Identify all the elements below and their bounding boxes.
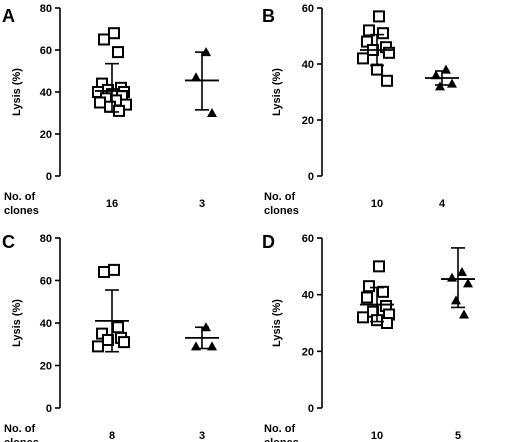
y-tick-label: 0 xyxy=(308,403,314,415)
y-tick-label: 40 xyxy=(302,290,314,302)
group-0: 10 xyxy=(357,260,395,442)
clone-count-label: 16 xyxy=(106,198,118,210)
data-point-square xyxy=(102,334,114,346)
data-point-triangle xyxy=(435,81,445,91)
data-point-square xyxy=(383,46,395,59)
data-point-square xyxy=(377,27,389,40)
data-point-triangle xyxy=(431,70,441,80)
data-point-square xyxy=(357,311,369,324)
data-point-triangle xyxy=(457,267,467,276)
panel-letter: D xyxy=(262,232,275,252)
group-0: 8 xyxy=(92,263,130,442)
clone-count-label: 3 xyxy=(199,430,205,442)
data-point-square xyxy=(98,266,110,278)
data-point-triangle xyxy=(207,341,217,351)
y-tick-label: 40 xyxy=(40,318,52,330)
data-point-square xyxy=(120,98,132,111)
data-point-square xyxy=(361,291,373,304)
data-point-square xyxy=(373,260,385,273)
y-tick-label: 20 xyxy=(40,361,52,373)
group-1: 4 xyxy=(425,64,459,210)
data-point-square xyxy=(357,52,369,65)
data-point-square xyxy=(373,10,385,23)
panel-b: B 0 20 40 60 Lysis (%) No. of clones 10 4 xyxy=(262,3,459,217)
data-point-square xyxy=(118,336,130,349)
data-point-square xyxy=(112,321,124,334)
data-point-square xyxy=(381,317,393,329)
panel-letter: A xyxy=(2,6,15,26)
clone-count-label: 5 xyxy=(455,430,461,442)
group-0: 16 xyxy=(92,27,132,210)
y-tick-label: 80 xyxy=(40,3,52,15)
group-0: 10 xyxy=(357,10,395,210)
y-tick-label: 0 xyxy=(308,171,314,183)
group-1: 3 xyxy=(185,47,219,210)
data-point-triangle xyxy=(447,272,457,282)
y-tick-label: 20 xyxy=(302,346,314,358)
y-tick-label: 20 xyxy=(40,129,52,141)
data-point-square xyxy=(108,263,120,276)
data-point-square xyxy=(363,280,375,293)
group-1: 3 xyxy=(185,322,219,442)
y-tick-label: 60 xyxy=(302,3,314,15)
group-1: 5 xyxy=(441,247,475,442)
y-tick-label: 60 xyxy=(302,233,314,245)
data-point-square xyxy=(113,104,125,117)
y-axis-label: Lysis (%) xyxy=(11,68,23,116)
data-point-triangle xyxy=(463,278,473,288)
y-tick-label: 40 xyxy=(40,87,52,99)
data-point-square xyxy=(108,27,120,40)
data-point-square xyxy=(363,24,375,37)
data-point-triangle xyxy=(451,295,461,305)
clone-count-label: 3 xyxy=(199,198,205,210)
data-point-triangle xyxy=(459,309,469,319)
y-tick-label: 20 xyxy=(302,115,314,127)
data-point-square xyxy=(112,46,124,59)
y-tick-label: 0 xyxy=(46,403,52,415)
data-point-square xyxy=(98,33,110,46)
y-tick-label: 60 xyxy=(40,45,52,57)
y-tick-label: 40 xyxy=(302,59,314,71)
y-axis-label: Lysis (%) xyxy=(271,299,283,347)
panel-a: A 0 20 40 60 80 Lysis (%) No. of clones 16 3 xyxy=(2,3,219,217)
clone-count-label: 8 xyxy=(109,430,115,442)
data-point-square xyxy=(381,74,393,87)
y-axis-label: Lysis (%) xyxy=(11,299,23,347)
data-point-triangle xyxy=(207,108,217,117)
panel-letter: C xyxy=(2,232,15,252)
data-point-square xyxy=(92,340,104,353)
y-tick-label: 80 xyxy=(40,233,52,245)
data-point-square xyxy=(94,96,106,109)
y-tick-label: 0 xyxy=(46,171,52,183)
y-tick-label: 60 xyxy=(40,276,52,288)
clone-count-label: 10 xyxy=(371,430,383,442)
clone-count-label: 4 xyxy=(439,198,446,210)
y-axis-label: Lysis (%) xyxy=(271,68,283,116)
clone-count-label: 10 xyxy=(371,198,383,210)
data-point-triangle xyxy=(447,78,457,88)
panel-letter: B xyxy=(262,6,275,26)
data-point-triangle xyxy=(191,72,201,82)
